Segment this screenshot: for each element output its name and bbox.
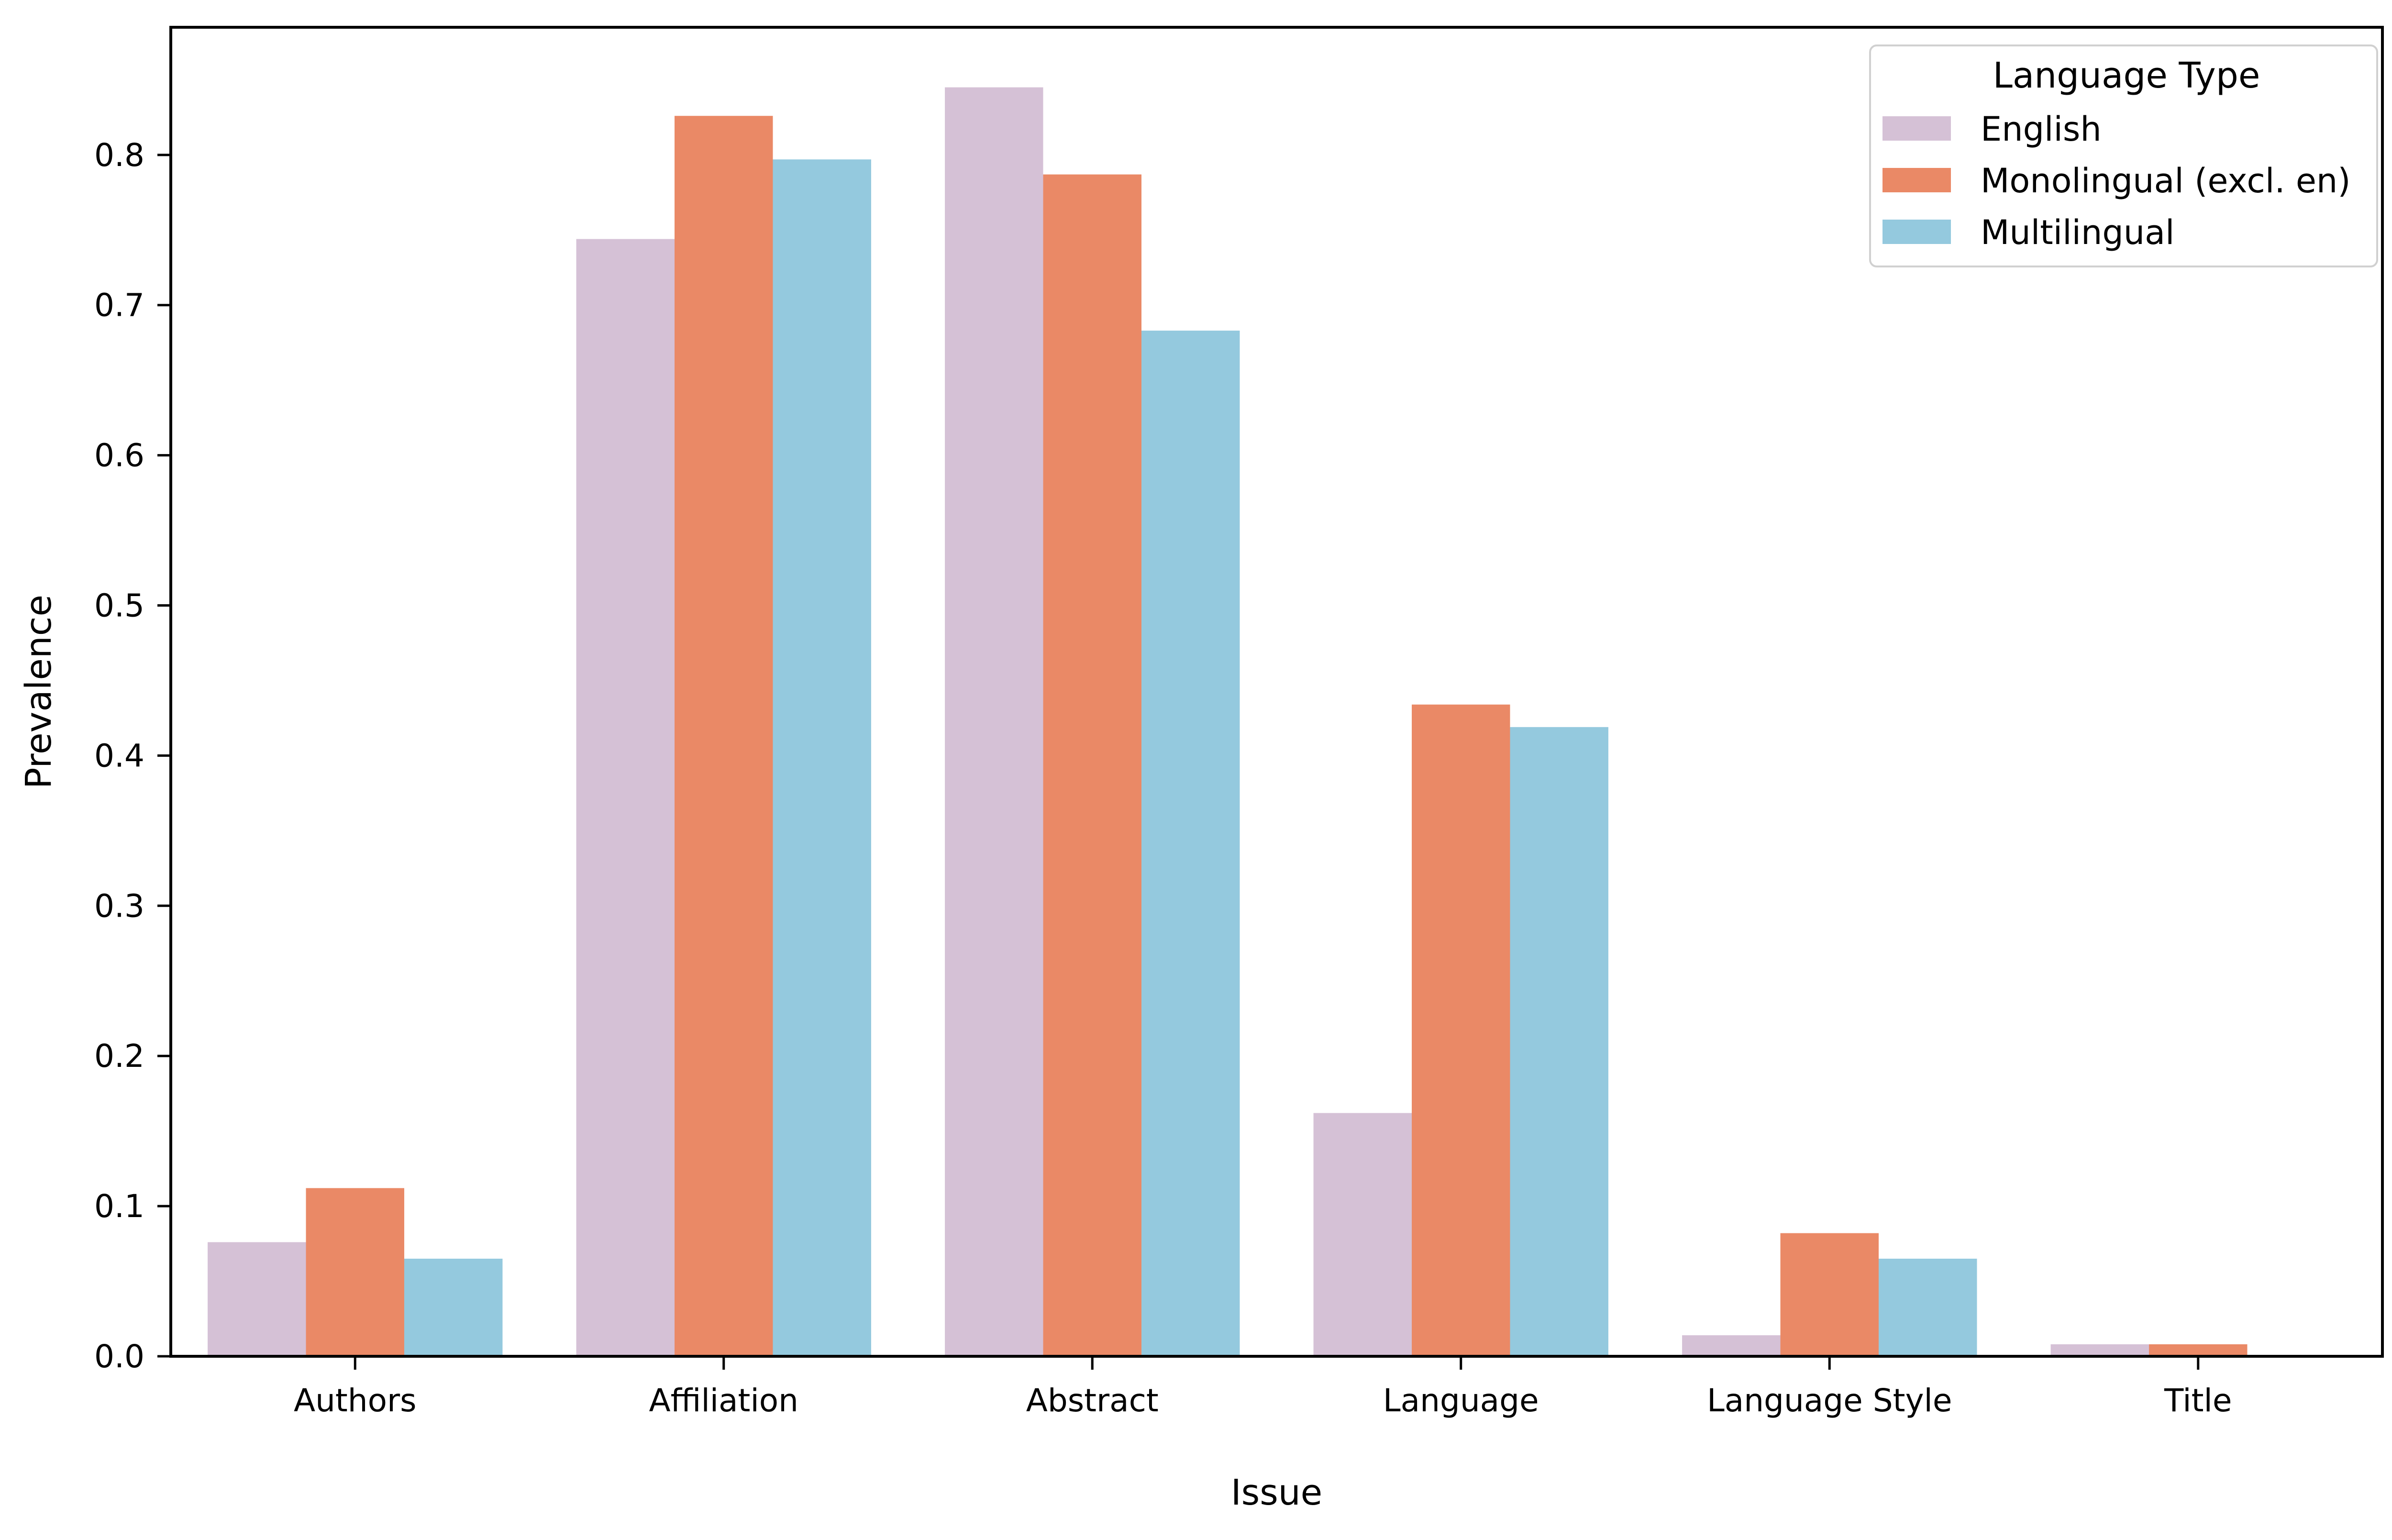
- bar-abstract-monolingual-excl-en: [1043, 174, 1141, 1356]
- y-tick-label: 0.0: [94, 1338, 144, 1375]
- y-axis: 0.0 0.1 0.2 0.3 0.4 0.5 0.6 0.7 0.8: [94, 137, 171, 1375]
- bar-language-style-english: [1682, 1335, 1781, 1356]
- legend-label: English: [1981, 110, 2102, 149]
- plot-frame: [169, 26, 2384, 1358]
- legend-swatch: [1883, 116, 1951, 141]
- legend-items: English Monolingual (excl. en) Multilingua…: [1883, 110, 2351, 252]
- bar-title-english: [2050, 1344, 2149, 1356]
- bar-abstract-english: [945, 87, 1043, 1356]
- y-tick-label: 0.7: [94, 287, 144, 324]
- x-tick-label: Authors: [294, 1382, 417, 1419]
- x-axis: Authors Affiliation Abstract Language Langua…: [294, 1356, 2232, 1419]
- legend-label: Monolingual (excl. en): [1981, 161, 2351, 200]
- legend-box: [1869, 44, 2378, 267]
- y-tick-label: 0.4: [94, 737, 144, 774]
- x-tick-label: Language Style: [1707, 1382, 1952, 1419]
- bar-language-style-multilingual: [1878, 1258, 1977, 1356]
- bar-affiliation-english: [576, 239, 675, 1356]
- bar-language-monolingual-excl-en: [1412, 704, 1510, 1356]
- bar-title-monolingual-excl-en: [2149, 1344, 2248, 1356]
- y-tick-label: 0.8: [94, 137, 144, 174]
- bar-authors-multilingual: [404, 1258, 503, 1356]
- bar-language-multilingual: [1510, 727, 1608, 1356]
- y-tick-label: 0.5: [94, 587, 144, 624]
- bar-affiliation-multilingual: [773, 159, 871, 1357]
- legend-label: Multilingual: [1981, 213, 2175, 252]
- y-tick-label: 0.3: [94, 887, 144, 924]
- bar-affiliation-monolingual-excl-en: [675, 116, 773, 1357]
- x-tick-label: Title: [2164, 1382, 2232, 1419]
- y-axis-title: Prevalence: [18, 595, 59, 789]
- x-tick-label: Affiliation: [649, 1382, 798, 1419]
- x-tick-label: Language: [1383, 1382, 1539, 1419]
- bars-group: [208, 87, 2248, 1357]
- y-tick-label: 0.6: [94, 437, 144, 474]
- legend-swatch: [1883, 168, 1951, 192]
- x-axis-title: Issue: [1231, 1472, 1322, 1513]
- legend-swatch: [1883, 220, 1951, 244]
- bar-language-english: [1313, 1113, 1412, 1356]
- legend-title: Language Type: [1993, 55, 2260, 96]
- y-tick-label: 0.2: [94, 1038, 144, 1075]
- y-tick-label: 0.1: [94, 1188, 144, 1225]
- x-tick-label: Abstract: [1026, 1382, 1159, 1419]
- bar-abstract-multilingual: [1141, 331, 1240, 1356]
- bar-authors-monolingual-excl-en: [306, 1188, 404, 1356]
- legend: Language Type English Monolingual (excl. …: [1869, 44, 2378, 267]
- bar-authors-english: [208, 1242, 306, 1356]
- bar-language-style-monolingual-excl-en: [1780, 1233, 1879, 1356]
